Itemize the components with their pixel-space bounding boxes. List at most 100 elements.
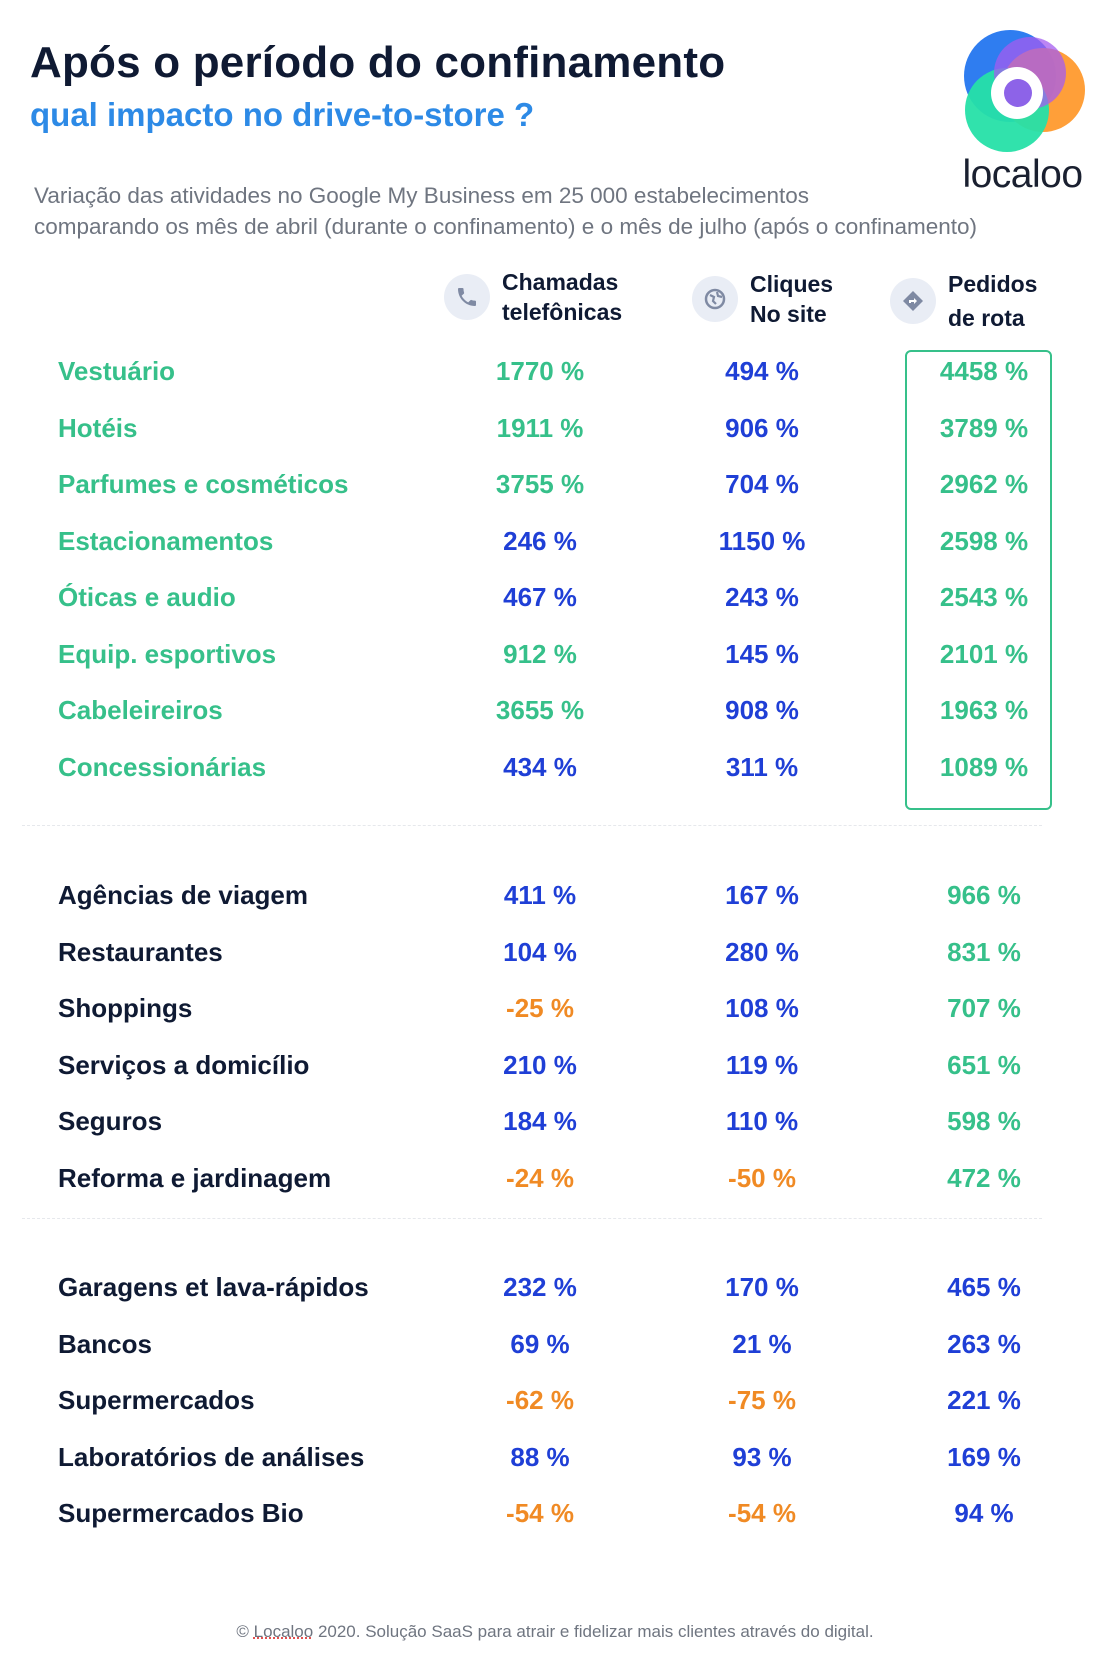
footer-prefix: © xyxy=(236,1622,254,1641)
row-value: 831 % xyxy=(947,937,1021,967)
row-value: 966 % xyxy=(947,880,1021,910)
row-value: 472 % xyxy=(947,1163,1021,1193)
description-line-2: comparando os mês de abril (durante o co… xyxy=(34,214,978,239)
row-value: 906 % xyxy=(725,413,799,443)
column-header-route: Pedidos de rota xyxy=(890,267,1037,335)
row-value: 912 % xyxy=(503,639,577,669)
route-highlight-box xyxy=(905,350,1052,810)
globe-icon xyxy=(692,276,738,322)
row-category: Shoppings xyxy=(58,993,193,1023)
row-category: Vestuário xyxy=(58,356,176,386)
row-value: 2543 % xyxy=(939,582,1029,612)
row-value: 704 % xyxy=(725,469,799,499)
row-value: 2101 % xyxy=(939,639,1029,669)
column-header-clicks-line2: No site xyxy=(750,301,827,327)
group-divider-1 xyxy=(22,825,1042,826)
row-value: 908 % xyxy=(725,695,799,725)
row-value: 280 % xyxy=(725,937,799,967)
row-value: 119 % xyxy=(725,1050,799,1080)
row-value: 465 % xyxy=(947,1272,1021,1302)
row-category: Agências de viagem xyxy=(58,880,308,910)
row-value: 221 % xyxy=(947,1385,1021,1415)
page-title: Após o período do confinamento xyxy=(30,38,726,87)
row-value: 598 % xyxy=(947,1106,1021,1136)
row-category: Supermercados xyxy=(58,1385,255,1415)
row-category: Bancos xyxy=(58,1329,152,1359)
row-value: 167 % xyxy=(725,880,799,910)
row-value: 1770 % xyxy=(495,356,585,386)
row-value: 411 % xyxy=(503,880,577,910)
logo-wordmark: localoo xyxy=(962,153,1083,196)
row-category: Garagens et lava-rápidos xyxy=(58,1272,369,1302)
row-value: -50 % xyxy=(728,1163,796,1193)
row-category: Supermercados Bio xyxy=(58,1498,304,1528)
row-value: 145 % xyxy=(725,639,799,669)
row-value: 1963 % xyxy=(939,695,1029,725)
row-value: 232 % xyxy=(503,1272,577,1302)
row-value: 94 % xyxy=(954,1498,1014,1528)
row-category: Óticas e audio xyxy=(58,582,236,612)
row-value: 651 % xyxy=(947,1050,1021,1080)
column-header-clicks: Cliques No site xyxy=(692,269,833,329)
row-category: Estacionamentos xyxy=(58,526,274,556)
column-header-clicks-line1: Cliques xyxy=(750,271,834,297)
row-category: Parfumes e cosméticos xyxy=(58,469,349,499)
description: Variação das atividades no Google My Bus… xyxy=(34,180,977,242)
row-category: Concessionárias xyxy=(58,752,267,782)
row-value: 3789 % xyxy=(939,413,1029,443)
row-category: Laboratórios de análises xyxy=(58,1442,365,1472)
footer: © Localoo 2020. Solução SaaS para atrair… xyxy=(0,1622,1110,1642)
footer-brand: Localoo xyxy=(253,1622,314,1641)
row-value: -25 % xyxy=(506,993,574,1023)
row-value: 4458 % xyxy=(939,356,1029,386)
row-value: 246 % xyxy=(503,526,577,556)
row-value: 243 % xyxy=(725,582,799,612)
column-header-calls: Chamadas telefônicas xyxy=(444,267,622,327)
row-value: 184 % xyxy=(503,1106,577,1136)
row-value: 3755 % xyxy=(495,469,585,499)
row-value: -24 % xyxy=(506,1163,574,1193)
column-header-route-line2: de rota xyxy=(948,305,1025,331)
row-category: Cabeleireiros xyxy=(58,695,223,725)
row-value: 1911 % xyxy=(496,413,584,443)
directions-icon xyxy=(890,278,936,324)
row-value: 2598 % xyxy=(939,526,1029,556)
row-value: 210 % xyxy=(503,1050,577,1080)
localoo-logo: localoo xyxy=(955,28,1090,198)
row-value: 169 % xyxy=(947,1442,1021,1472)
row-category: Restaurantes xyxy=(58,937,223,967)
row-value: -54 % xyxy=(506,1498,574,1528)
row-value: 434 % xyxy=(503,752,577,782)
row-value: 69 % xyxy=(510,1329,570,1359)
row-value: 263 % xyxy=(947,1329,1021,1359)
row-value: 1089 % xyxy=(939,752,1029,782)
row-category: Serviços a domicílio xyxy=(58,1050,310,1080)
footer-text: 2020. Solução SaaS para atrair e fideliz… xyxy=(313,1622,874,1641)
row-category: Seguros xyxy=(58,1106,163,1136)
logo-mark-icon xyxy=(964,30,1085,152)
row-value: 494 % xyxy=(725,356,799,386)
row-value: 467 % xyxy=(503,582,577,612)
row-value: 170 % xyxy=(725,1272,799,1302)
row-category: Hotéis xyxy=(58,413,138,443)
row-value: 21 % xyxy=(732,1329,792,1359)
phone-icon xyxy=(444,274,490,320)
row-value: 108 % xyxy=(725,993,799,1023)
row-value: 88 % xyxy=(510,1442,570,1472)
description-line-1: Variação das atividades no Google My Bus… xyxy=(34,183,810,208)
row-value: -54 % xyxy=(728,1498,796,1528)
row-category: Reforma e jardinagem xyxy=(58,1163,332,1193)
row-value: 3655 % xyxy=(495,695,585,725)
row-value: 1150 % xyxy=(718,526,806,556)
row-value: 2962 % xyxy=(939,469,1029,499)
column-header-calls-line2: telefônicas xyxy=(502,299,623,325)
row-value: -62 % xyxy=(506,1385,574,1415)
group-divider-2 xyxy=(22,1218,1042,1219)
row-value: 110 % xyxy=(725,1106,799,1136)
column-header-calls-line1: Chamadas xyxy=(502,269,619,295)
page-subtitle: qual impacto no drive-to-store ? xyxy=(30,96,535,133)
row-value: 93 % xyxy=(732,1442,792,1472)
row-category: Equip. esportivos xyxy=(58,639,277,669)
row-value: 311 % xyxy=(725,752,799,782)
column-header-route-line1: Pedidos xyxy=(948,271,1038,297)
